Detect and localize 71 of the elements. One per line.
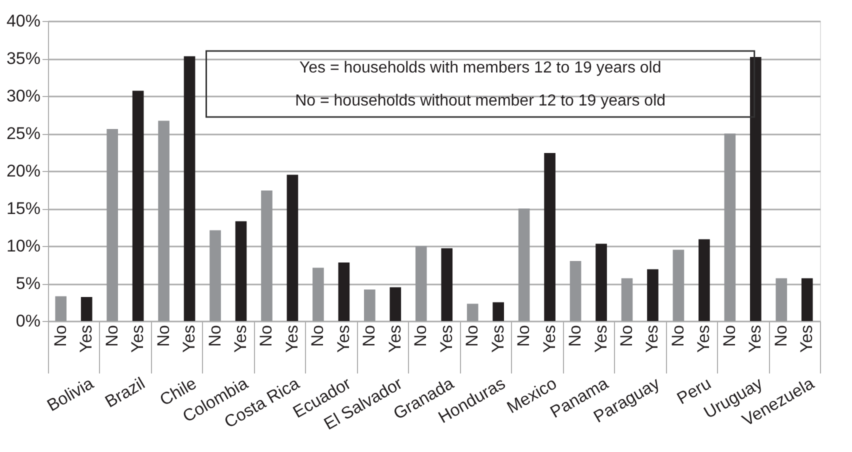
text: Yes [385, 325, 404, 353]
text: Yes [694, 325, 714, 353]
y-tick-label: 30% [6, 86, 40, 106]
text: No [50, 325, 70, 347]
bar [672, 250, 684, 321]
text: No [617, 325, 636, 347]
bar [364, 290, 376, 321]
text: Yes [642, 325, 662, 353]
text: Yes [76, 325, 96, 353]
bar [261, 190, 272, 321]
text: No [154, 325, 173, 347]
y-tick-label: 35% [6, 49, 40, 68]
y-tick-label: 40% [6, 12, 40, 30]
bar [184, 56, 196, 321]
bar [750, 57, 762, 321]
bar [390, 287, 402, 321]
text: No [308, 325, 328, 347]
bar [724, 134, 736, 321]
bar [338, 262, 350, 321]
bar [80, 297, 92, 321]
bar [441, 248, 453, 321]
bar [235, 221, 247, 321]
text: No [514, 325, 534, 347]
bar [106, 129, 118, 321]
bar [210, 230, 221, 321]
text: No [566, 325, 585, 347]
text: Yes [231, 325, 250, 353]
y-tick-label: 10% [6, 236, 40, 256]
bar [55, 296, 67, 321]
bar [801, 278, 813, 321]
text: Yes [540, 325, 559, 353]
annotation: Yes = households with members 12 to 19 years old [299, 60, 662, 76]
text: Yes [746, 325, 765, 353]
text: No [205, 325, 224, 347]
bar [621, 278, 633, 321]
text: Yes [591, 325, 610, 353]
bar [132, 90, 144, 321]
y-tick-label: 0% [16, 312, 40, 330]
bar [492, 302, 504, 321]
text: No [668, 325, 688, 347]
text: Yes [334, 325, 353, 353]
text: No [411, 325, 430, 347]
bar [518, 208, 530, 321]
text: Yes [282, 325, 302, 353]
text: Yes [180, 325, 199, 353]
bar [415, 246, 427, 321]
y-tick-label: 5% [16, 274, 40, 293]
text: Yes [128, 325, 148, 353]
y-tick-label: 25% [6, 124, 40, 143]
text: No [102, 325, 122, 347]
bar [158, 120, 170, 321]
bar [570, 261, 582, 321]
y-tick-label: 20% [6, 162, 40, 180]
text: Yes [488, 325, 508, 353]
bar [286, 174, 298, 321]
annotation: No = households without member 12 to 19 years old [295, 92, 666, 110]
bar [596, 244, 607, 321]
y-tick-label: 15% [6, 199, 40, 218]
text: No [720, 325, 739, 347]
text: No [256, 325, 276, 347]
bar [647, 269, 658, 321]
bar [698, 239, 710, 321]
text: Yes [797, 325, 816, 353]
text: No [462, 325, 482, 347]
text: Yes [436, 325, 456, 353]
bar [776, 278, 788, 321]
text: No [360, 325, 379, 347]
bar [544, 153, 556, 321]
bar [466, 304, 478, 321]
bar [312, 268, 324, 321]
text: No [771, 325, 790, 347]
